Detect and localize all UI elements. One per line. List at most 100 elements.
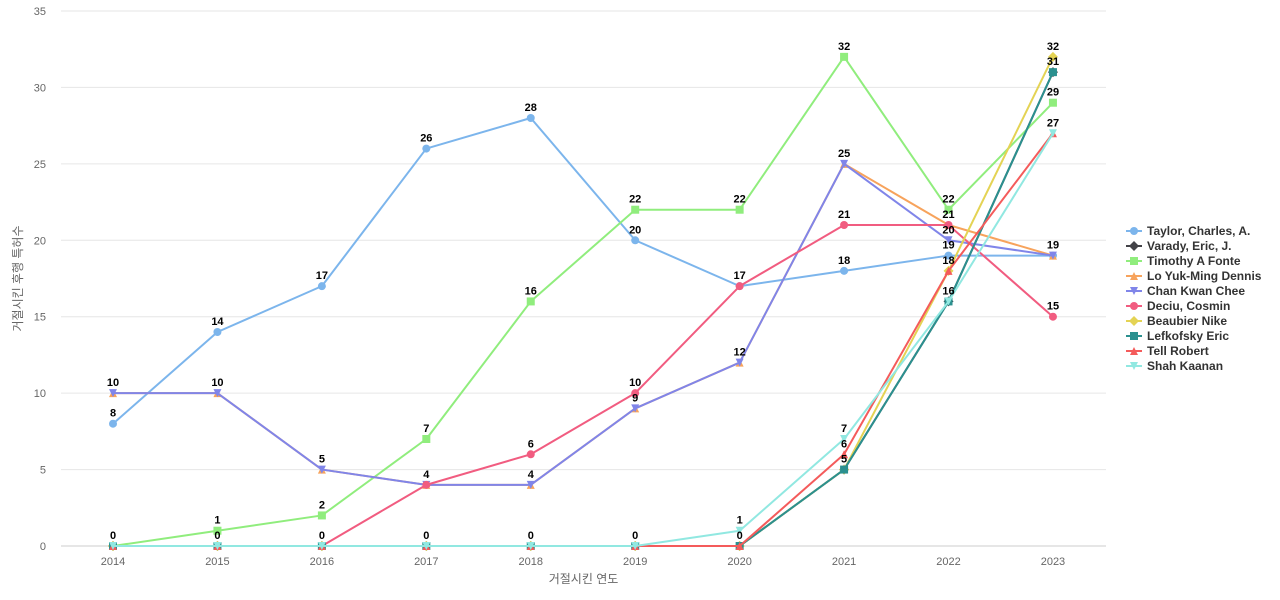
legend-item[interactable]: Timothy A Fonte xyxy=(1126,254,1241,268)
legend-marker[interactable] xyxy=(1130,347,1138,355)
data-point[interactable] xyxy=(1048,68,1057,77)
legend-label: Shah Kaanan xyxy=(1147,359,1223,373)
legend-marker[interactable] xyxy=(1130,287,1138,295)
series-line[interactable] xyxy=(113,71,1054,547)
data-point[interactable] xyxy=(526,480,535,489)
data-point[interactable] xyxy=(631,404,640,413)
data-label: 1 xyxy=(214,515,220,527)
legend-label: Lefkofsky Eric xyxy=(1147,329,1229,343)
data-label: 4 xyxy=(528,469,535,481)
series-line[interactable] xyxy=(113,224,1054,547)
legend-marker[interactable] xyxy=(1129,241,1139,251)
data-label: 4 xyxy=(423,469,430,481)
series-line[interactable] xyxy=(112,55,1054,547)
legend-marker[interactable] xyxy=(1130,272,1138,280)
series-9 xyxy=(109,129,1057,550)
data-point[interactable] xyxy=(631,236,640,245)
series-line[interactable] xyxy=(113,56,1054,547)
series-7 xyxy=(109,68,1057,550)
legend[interactable]: Taylor, Charles, A.Varady, Eric, J.Timot… xyxy=(1126,224,1262,373)
data-point[interactable] xyxy=(631,205,640,214)
legend-item[interactable]: Varady, Eric, J. xyxy=(1126,239,1232,253)
series-4 xyxy=(109,159,1057,489)
data-point[interactable] xyxy=(944,205,953,214)
data-point[interactable] xyxy=(317,465,326,474)
data-point[interactable] xyxy=(526,450,535,459)
data-point[interactable] xyxy=(109,542,117,550)
data-point[interactable] xyxy=(840,435,849,443)
data-point[interactable] xyxy=(840,52,849,61)
data-point[interactable] xyxy=(213,328,222,336)
series-2 xyxy=(109,52,1057,550)
data-point[interactable] xyxy=(840,450,849,459)
data-point[interactable] xyxy=(944,266,953,275)
data-point[interactable] xyxy=(1048,312,1057,321)
legend-item[interactable]: Taylor, Charles, A. xyxy=(1126,224,1250,238)
data-label: 26 xyxy=(420,133,432,145)
data-point[interactable] xyxy=(213,389,222,398)
series-line[interactable] xyxy=(113,71,1054,547)
data-point[interactable] xyxy=(944,236,953,245)
data-point[interactable] xyxy=(1048,129,1057,138)
legend-item[interactable]: Beaubier Nike xyxy=(1126,314,1227,328)
data-point[interactable] xyxy=(944,297,953,306)
y-tick-label: 15 xyxy=(34,312,46,324)
legend-item[interactable]: Lo Yuk-Ming Dennis xyxy=(1126,269,1262,283)
data-label: 12 xyxy=(734,347,746,359)
data-point[interactable] xyxy=(526,297,535,306)
legend-item[interactable]: Shah Kaanan xyxy=(1126,359,1223,373)
data-label: 6 xyxy=(841,438,847,450)
data-point[interactable] xyxy=(944,251,953,260)
data-point[interactable] xyxy=(840,221,849,229)
data-point[interactable] xyxy=(735,282,744,291)
data-point[interactable] xyxy=(317,542,326,550)
legend-item[interactable]: Tell Robert xyxy=(1126,344,1209,358)
legend-marker[interactable] xyxy=(1130,227,1138,235)
data-point[interactable] xyxy=(109,419,117,428)
data-point[interactable] xyxy=(213,526,222,535)
data-point[interactable] xyxy=(735,205,744,214)
data-point[interactable] xyxy=(735,358,744,367)
series-line[interactable] xyxy=(113,162,1054,486)
data-point[interactable] xyxy=(317,511,326,520)
series-line[interactable] xyxy=(112,117,1053,425)
data-point[interactable] xyxy=(317,282,326,291)
data-label: 17 xyxy=(316,270,328,282)
y-axis-title: 거절시킨 후행 특허수 xyxy=(10,225,25,331)
data-point[interactable] xyxy=(422,435,431,443)
data-point[interactable] xyxy=(840,159,849,168)
legend-marker[interactable] xyxy=(1130,332,1138,340)
data-point[interactable] xyxy=(1048,98,1057,107)
data-point[interactable] xyxy=(1048,251,1057,260)
data-label: 20 xyxy=(942,224,954,236)
data-point[interactable] xyxy=(840,465,849,474)
legend-marker[interactable] xyxy=(1129,316,1139,326)
data-point[interactable] xyxy=(631,542,640,550)
data-point[interactable] xyxy=(735,526,744,535)
y-tick-label: 10 xyxy=(34,388,46,400)
data-point[interactable] xyxy=(631,389,640,398)
y-tick-label: 25 xyxy=(34,159,46,171)
legend-item[interactable]: Chan Kwan Chee xyxy=(1126,284,1245,298)
legend-marker[interactable] xyxy=(1130,302,1138,310)
data-point[interactable] xyxy=(422,144,431,153)
data-point[interactable] xyxy=(526,114,535,122)
series-line[interactable] xyxy=(113,132,1054,547)
data-point[interactable] xyxy=(213,542,222,550)
series-5 xyxy=(109,221,1057,550)
series-layer xyxy=(108,51,1058,551)
data-point[interactable] xyxy=(422,542,431,550)
legend-marker[interactable] xyxy=(1130,362,1138,370)
series-line[interactable] xyxy=(113,162,1054,486)
x-tick-label: 2018 xyxy=(519,556,543,568)
legend-item[interactable]: Lefkofsky Eric xyxy=(1126,329,1229,343)
data-point[interactable] xyxy=(944,221,953,229)
legend-item[interactable]: Deciu, Cosmin xyxy=(1126,299,1230,313)
data-point[interactable] xyxy=(840,266,849,275)
data-point[interactable] xyxy=(422,480,431,489)
data-point[interactable] xyxy=(1047,51,1058,62)
data-point[interactable] xyxy=(526,542,535,550)
legend-marker[interactable] xyxy=(1130,257,1138,265)
data-point[interactable] xyxy=(735,542,744,550)
data-point[interactable] xyxy=(109,389,117,398)
